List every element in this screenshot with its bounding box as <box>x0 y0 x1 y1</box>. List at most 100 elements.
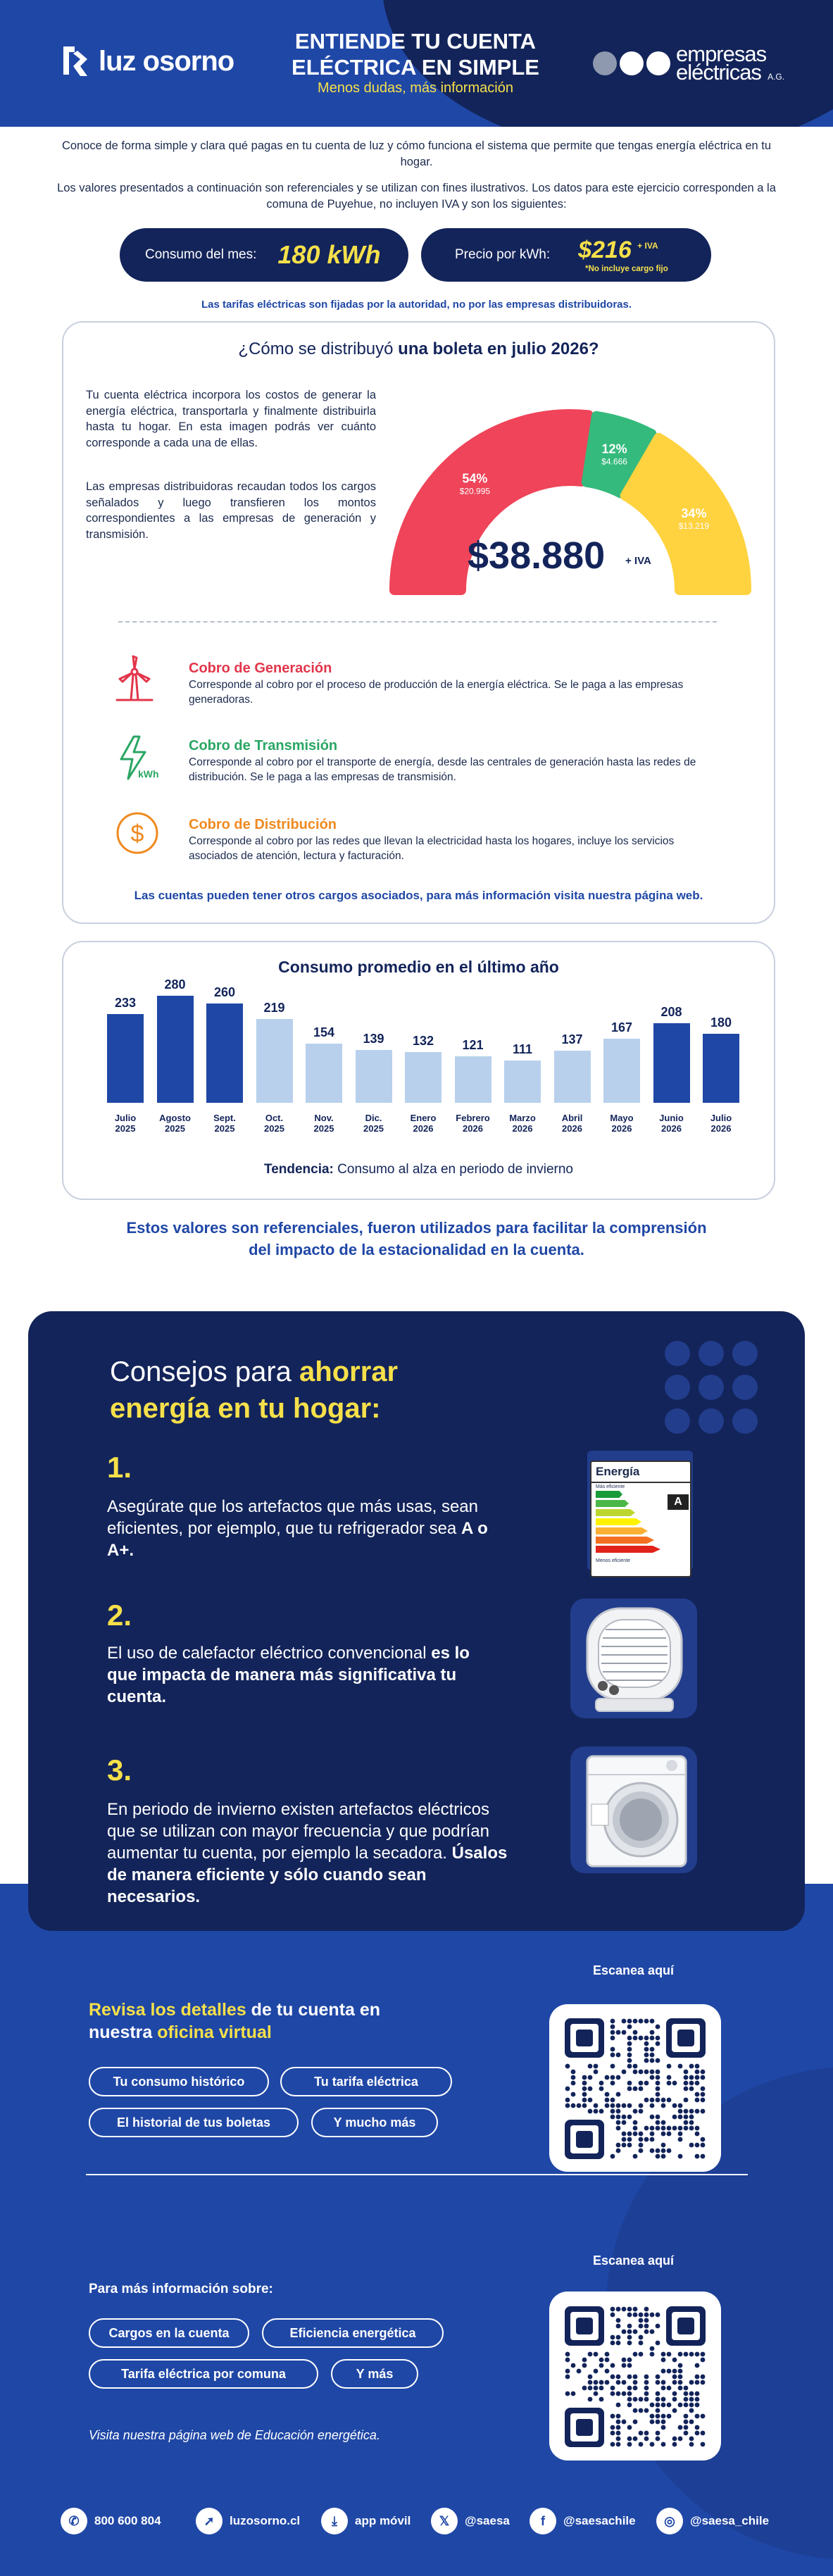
precio-pill: Precio por kWh: $216 + IVA *No incluye c… <box>421 228 711 282</box>
divider <box>118 621 717 623</box>
energy-band-0 <box>596 1491 622 1498</box>
title-line-2: ELÉCTRICA EN SIMPLE <box>292 55 539 80</box>
charge-title-generation: Cobro de Generación <box>189 661 332 676</box>
bar-value-2: 260 <box>213 984 236 999</box>
chip-tarifa-electrica[interactable]: Tu tarifa eléctrica <box>280 2067 452 2096</box>
section-divider <box>86 2174 748 2175</box>
energy-label-top: Más eficiente <box>596 1484 625 1489</box>
tips-title-yellow-2: energía en tu hogar: <box>110 1393 381 1424</box>
chip-consumo-historico[interactable]: Tu consumo histórico <box>89 2067 269 2096</box>
bar-label-5: Dic. 2025 <box>363 1113 384 1134</box>
bar-label-4: Nov. 2025 <box>313 1113 334 1134</box>
bar-0 <box>107 1013 144 1103</box>
bar-label-0: Julio 2025 <box>114 1113 137 1134</box>
bar-value-9: 137 <box>561 1032 583 1046</box>
facebook-icon: f <box>530 2508 556 2534</box>
luz-osorno-logo[interactable]: luz osorno <box>59 44 234 79</box>
energy-label-icon: Energía Más eficiente A Menos eficiente <box>590 1461 691 1577</box>
qr-code-info[interactable] <box>549 2291 721 2461</box>
chip-historial-boletas[interactable]: El historial de tus boletas <box>89 2108 299 2137</box>
energy-band-2 <box>596 1509 635 1516</box>
bar-value-4: 154 <box>313 1025 335 1040</box>
trend-line: Tendencia: Consumo al alza en periodo de… <box>63 1162 774 1177</box>
logo-dots-icon <box>593 51 670 75</box>
bar-6 <box>405 1052 441 1103</box>
charge-title-transmission: Cobro de Transmisión <box>189 738 338 754</box>
footer-instagram[interactable]: ◎ @saesa_chile <box>656 2508 769 2534</box>
footer-web[interactable]: ➚ luzosorno.cl <box>196 2508 300 2534</box>
footer-x[interactable]: 𝕏 @saesa <box>431 2508 510 2534</box>
wind-turbine-icon <box>115 655 154 701</box>
disclaimer-line-2: del impacto de la estacionalidad en la c… <box>249 1241 584 1258</box>
footer-instagram-text: @saesa_chile <box>690 2514 770 2527</box>
dollar-coin-icon: $ <box>116 812 158 854</box>
chip-cargos-cuenta[interactable]: Cargos en la cuenta <box>89 2318 249 2348</box>
kwh-icon-text: kWh <box>138 768 159 780</box>
charge-title-distribution: Cobro de Distribución <box>189 817 337 832</box>
chip-y-mas[interactable]: Y más <box>331 2359 418 2389</box>
bar-label-7: Febrero 2026 <box>456 1113 490 1134</box>
distribution-paragraph-2: Las empresas distribuidoras recaudan tod… <box>86 480 376 541</box>
tip-2-pre: El uso de calefactor eléctrico convencio… <box>107 1644 432 1663</box>
bar-value-0: 233 <box>114 995 137 1010</box>
chip-tarifa-comuna[interactable]: Tarifa eléctrica por comuna <box>89 2359 318 2389</box>
gauge-segment-transmission <box>581 411 657 499</box>
bar-7 <box>454 1056 491 1103</box>
office-heading-y2: oficina virtual <box>157 2022 272 2042</box>
footer-facebook[interactable]: f @saesachile <box>530 2508 636 2534</box>
info-note[interactable]: Visita nuestra página web de Educación e… <box>89 2428 380 2442</box>
footer-app-text: app móvil <box>355 2514 411 2527</box>
tip-1-pre: Asegúrate que los artefactos que más usa… <box>107 1497 478 1538</box>
precio-iva: + IVA <box>637 241 658 251</box>
bar-5 <box>355 1049 392 1103</box>
qr-icon-info <box>565 2306 706 2447</box>
empresas-electricas-logo[interactable]: empresas eléctricas A.G. <box>593 43 784 83</box>
tip-number-3: 3. <box>107 1753 132 1787</box>
bar-9 <box>553 1050 591 1103</box>
gauge-segment-distribution <box>620 432 751 595</box>
trend-text: Consumo al alza en periodo de invierno <box>333 1162 573 1177</box>
instagram-icon: ◎ <box>656 2508 683 2534</box>
bar-10 <box>603 1039 640 1103</box>
consumo-label: Consumo del mes: <box>145 247 257 262</box>
bar-value-5: 139 <box>363 1031 384 1046</box>
energy-band-1 <box>596 1500 629 1507</box>
tips-title-pre: Consejos para <box>110 1356 300 1387</box>
qr-code-office[interactable] <box>549 2004 721 2172</box>
office-heading: Revisa los detalles de tu cuenta en nues… <box>89 1999 380 2044</box>
disclaimer: Estos valores son referenciales, fueron … <box>0 1217 833 1261</box>
logo-right-suffix: A.G. <box>768 72 785 82</box>
footer-phone[interactable]: ✆ 800 600 804 <box>61 2508 161 2534</box>
energy-band-6 <box>596 1546 660 1553</box>
gauge-total-iva: + IVA <box>625 555 651 567</box>
bar-label-6: Enero 2026 <box>410 1113 437 1134</box>
tip-text-2: El uso de calefactor eléctrico convencio… <box>107 1642 501 1708</box>
bar-label-1: Agosto 2025 <box>159 1113 191 1134</box>
distribution-title-bold: una boleta en julio 2026? <box>398 339 599 358</box>
x-icon: 𝕏 <box>431 2508 458 2534</box>
chip-mucho-mas[interactable]: Y mucho más <box>311 2108 438 2137</box>
tips-title: Consejos para ahorrar energía en tu hoga… <box>110 1353 398 1427</box>
office-heading-y1: Revisa los detalles <box>89 2000 246 2020</box>
download-icon: ⤓ <box>321 2508 348 2534</box>
charge-desc-transmission: Corresponde al cobro por el transporte d… <box>189 756 696 783</box>
bar-value-1: 280 <box>164 977 186 992</box>
footer-app[interactable]: ⤓ app móvil <box>321 2508 411 2534</box>
bar-2 <box>206 1003 243 1103</box>
gauge-total: $38.880 <box>468 534 606 577</box>
bar-4 <box>306 1044 342 1103</box>
office-heading-w1: de tu cuenta en <box>246 2000 381 2020</box>
bar-value-12: 180 <box>710 1015 732 1030</box>
energy-label-title: Energía <box>591 1462 690 1483</box>
dot-grid-decoration <box>665 1341 758 1434</box>
bar-12 <box>703 1034 739 1103</box>
chip-eficiencia-energetica[interactable]: Eficiencia energética <box>262 2318 444 2348</box>
bar-label-3: Oct. 2025 <box>264 1113 284 1134</box>
tarifas-note: Las tarifas eléctricas son fijadas por l… <box>201 299 632 311</box>
distribution-title-pre: ¿Cómo se distribuyó <box>238 339 399 358</box>
tips-panel: Consejos para ahorrar energía en tu hoga… <box>28 1311 805 1931</box>
distribution-paragraph-1: Tu cuenta eléctrica incorpora los costos… <box>86 389 376 449</box>
gauge-pct-distribution: 34% <box>681 506 706 520</box>
energy-band-4 <box>596 1527 648 1534</box>
gauge-amount-generation: $20.995 <box>460 487 491 496</box>
